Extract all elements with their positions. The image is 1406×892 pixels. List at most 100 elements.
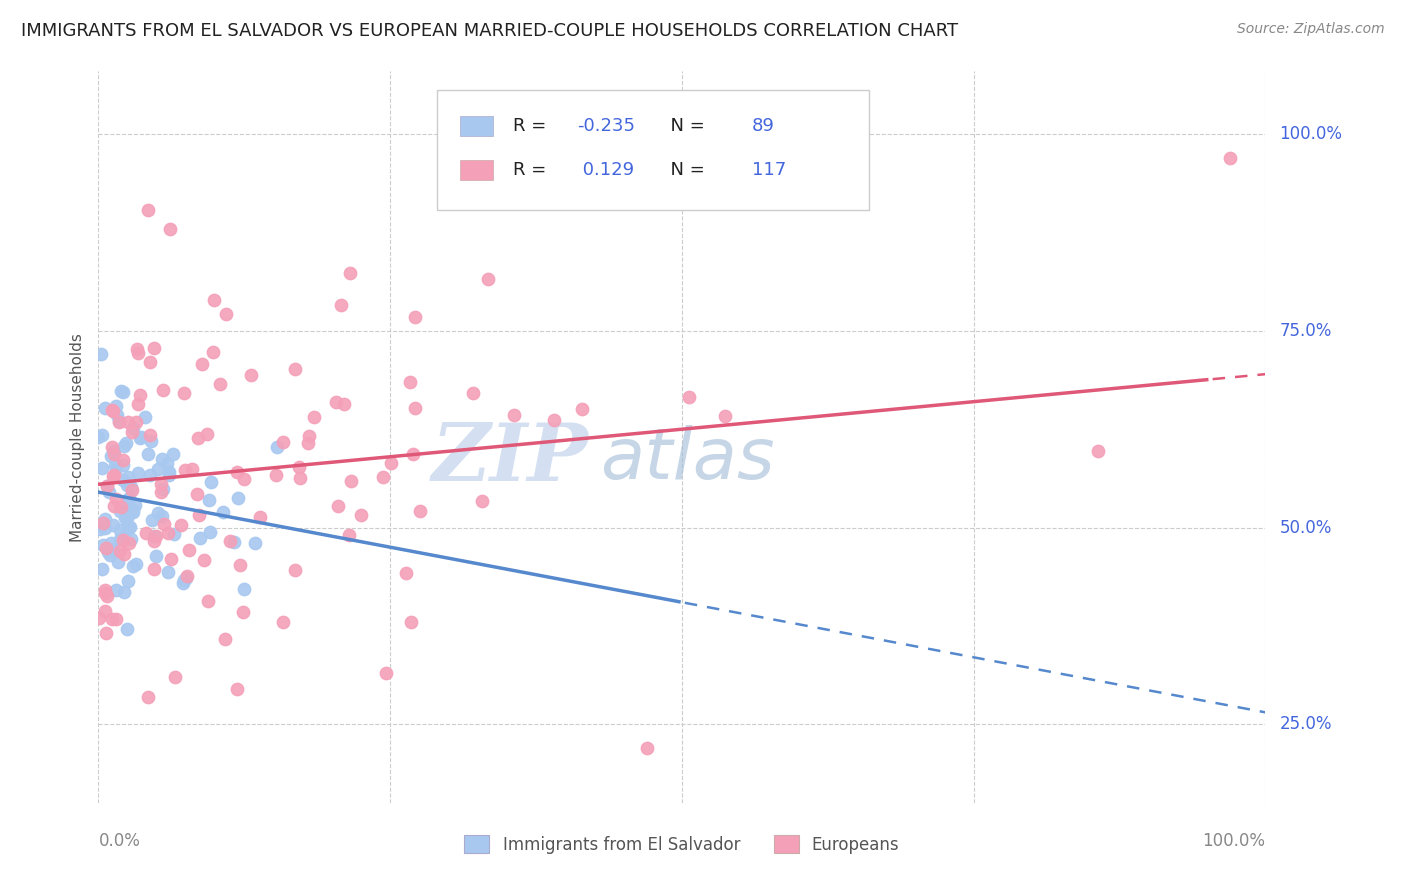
Point (101, 404, 124, 418)
Point (283, 362, 305, 376)
Text: 0.129: 0.129 (576, 161, 634, 179)
Text: 0.0%: 0.0% (98, 832, 141, 850)
Point (101, 518, 124, 533)
Point (118, 491, 141, 505)
Text: 50.0%: 50.0% (1279, 518, 1331, 536)
Point (122, 421, 145, 435)
FancyBboxPatch shape (437, 90, 869, 211)
Point (330, 298, 353, 312)
Point (100, 535, 122, 549)
Point (101, 469, 124, 483)
Point (115, 436, 138, 450)
Point (145, 529, 167, 543)
Point (226, 466, 249, 480)
Point (160, 552, 183, 566)
Point (288, 471, 311, 485)
Point (156, 526, 179, 541)
Point (404, 310, 426, 324)
Point (159, 221, 181, 235)
Point (402, 447, 425, 461)
Point (188, 508, 211, 522)
Point (202, 293, 225, 307)
Point (201, 345, 224, 359)
Point (101, 612, 124, 626)
Point (176, 569, 198, 583)
Point (233, 472, 256, 486)
Point (125, 415, 148, 429)
Point (141, 513, 163, 527)
Point (93, 516, 115, 531)
Point (104, 583, 127, 598)
Point (149, 476, 172, 491)
Point (112, 453, 135, 467)
Point (471, 494, 494, 508)
Point (129, 388, 152, 402)
Point (97, 545, 120, 559)
Point (112, 384, 135, 399)
Point (337, 528, 360, 542)
Point (114, 511, 136, 525)
Point (90, 460, 112, 475)
Point (157, 465, 180, 479)
Point (111, 533, 134, 547)
Point (145, 549, 167, 563)
Point (163, 527, 186, 541)
Point (243, 536, 266, 550)
Point (112, 547, 135, 561)
Point (96, 479, 118, 493)
Point (107, 414, 129, 428)
Text: 100.0%: 100.0% (1202, 832, 1265, 850)
Point (112, 585, 135, 599)
Point (193, 553, 215, 567)
Point (409, 504, 432, 518)
Point (162, 447, 184, 461)
Point (325, 394, 347, 409)
Point (152, 482, 174, 496)
Point (117, 469, 139, 483)
Point (108, 504, 131, 518)
Point (333, 397, 356, 411)
Point (96, 479, 118, 493)
Point (371, 469, 394, 483)
Point (122, 504, 145, 518)
Point (89, 611, 111, 625)
Point (200, 525, 222, 540)
Point (249, 509, 271, 524)
Point (136, 690, 159, 704)
Point (636, 740, 658, 755)
Point (232, 605, 254, 619)
Point (96, 590, 118, 604)
Point (135, 526, 157, 541)
Legend: Immigrants from El Salvador, Europeans: Immigrants from El Salvador, Europeans (458, 829, 905, 860)
Point (110, 384, 132, 398)
Text: 25.0%: 25.0% (1279, 715, 1331, 733)
Point (104, 399, 127, 413)
Point (112, 474, 135, 488)
Point (226, 681, 249, 696)
Point (117, 574, 139, 588)
Point (678, 391, 700, 405)
Point (115, 622, 138, 636)
Point (138, 447, 160, 461)
Point (107, 415, 129, 429)
Point (228, 491, 250, 505)
Point (91, 537, 114, 551)
Point (191, 357, 214, 371)
Point (107, 556, 129, 570)
Point (112, 458, 135, 472)
Point (127, 466, 149, 480)
Point (108, 532, 131, 546)
Point (209, 377, 232, 392)
Point (120, 480, 142, 494)
Point (129, 431, 152, 445)
Point (87, 430, 110, 444)
Point (240, 368, 263, 382)
Point (118, 536, 141, 550)
Y-axis label: Married-couple Households: Married-couple Households (69, 333, 84, 541)
Point (212, 505, 235, 519)
Point (136, 202, 159, 217)
Point (103, 468, 125, 483)
Point (297, 435, 319, 450)
Point (112, 439, 135, 453)
Text: ZIP: ZIP (432, 420, 589, 498)
